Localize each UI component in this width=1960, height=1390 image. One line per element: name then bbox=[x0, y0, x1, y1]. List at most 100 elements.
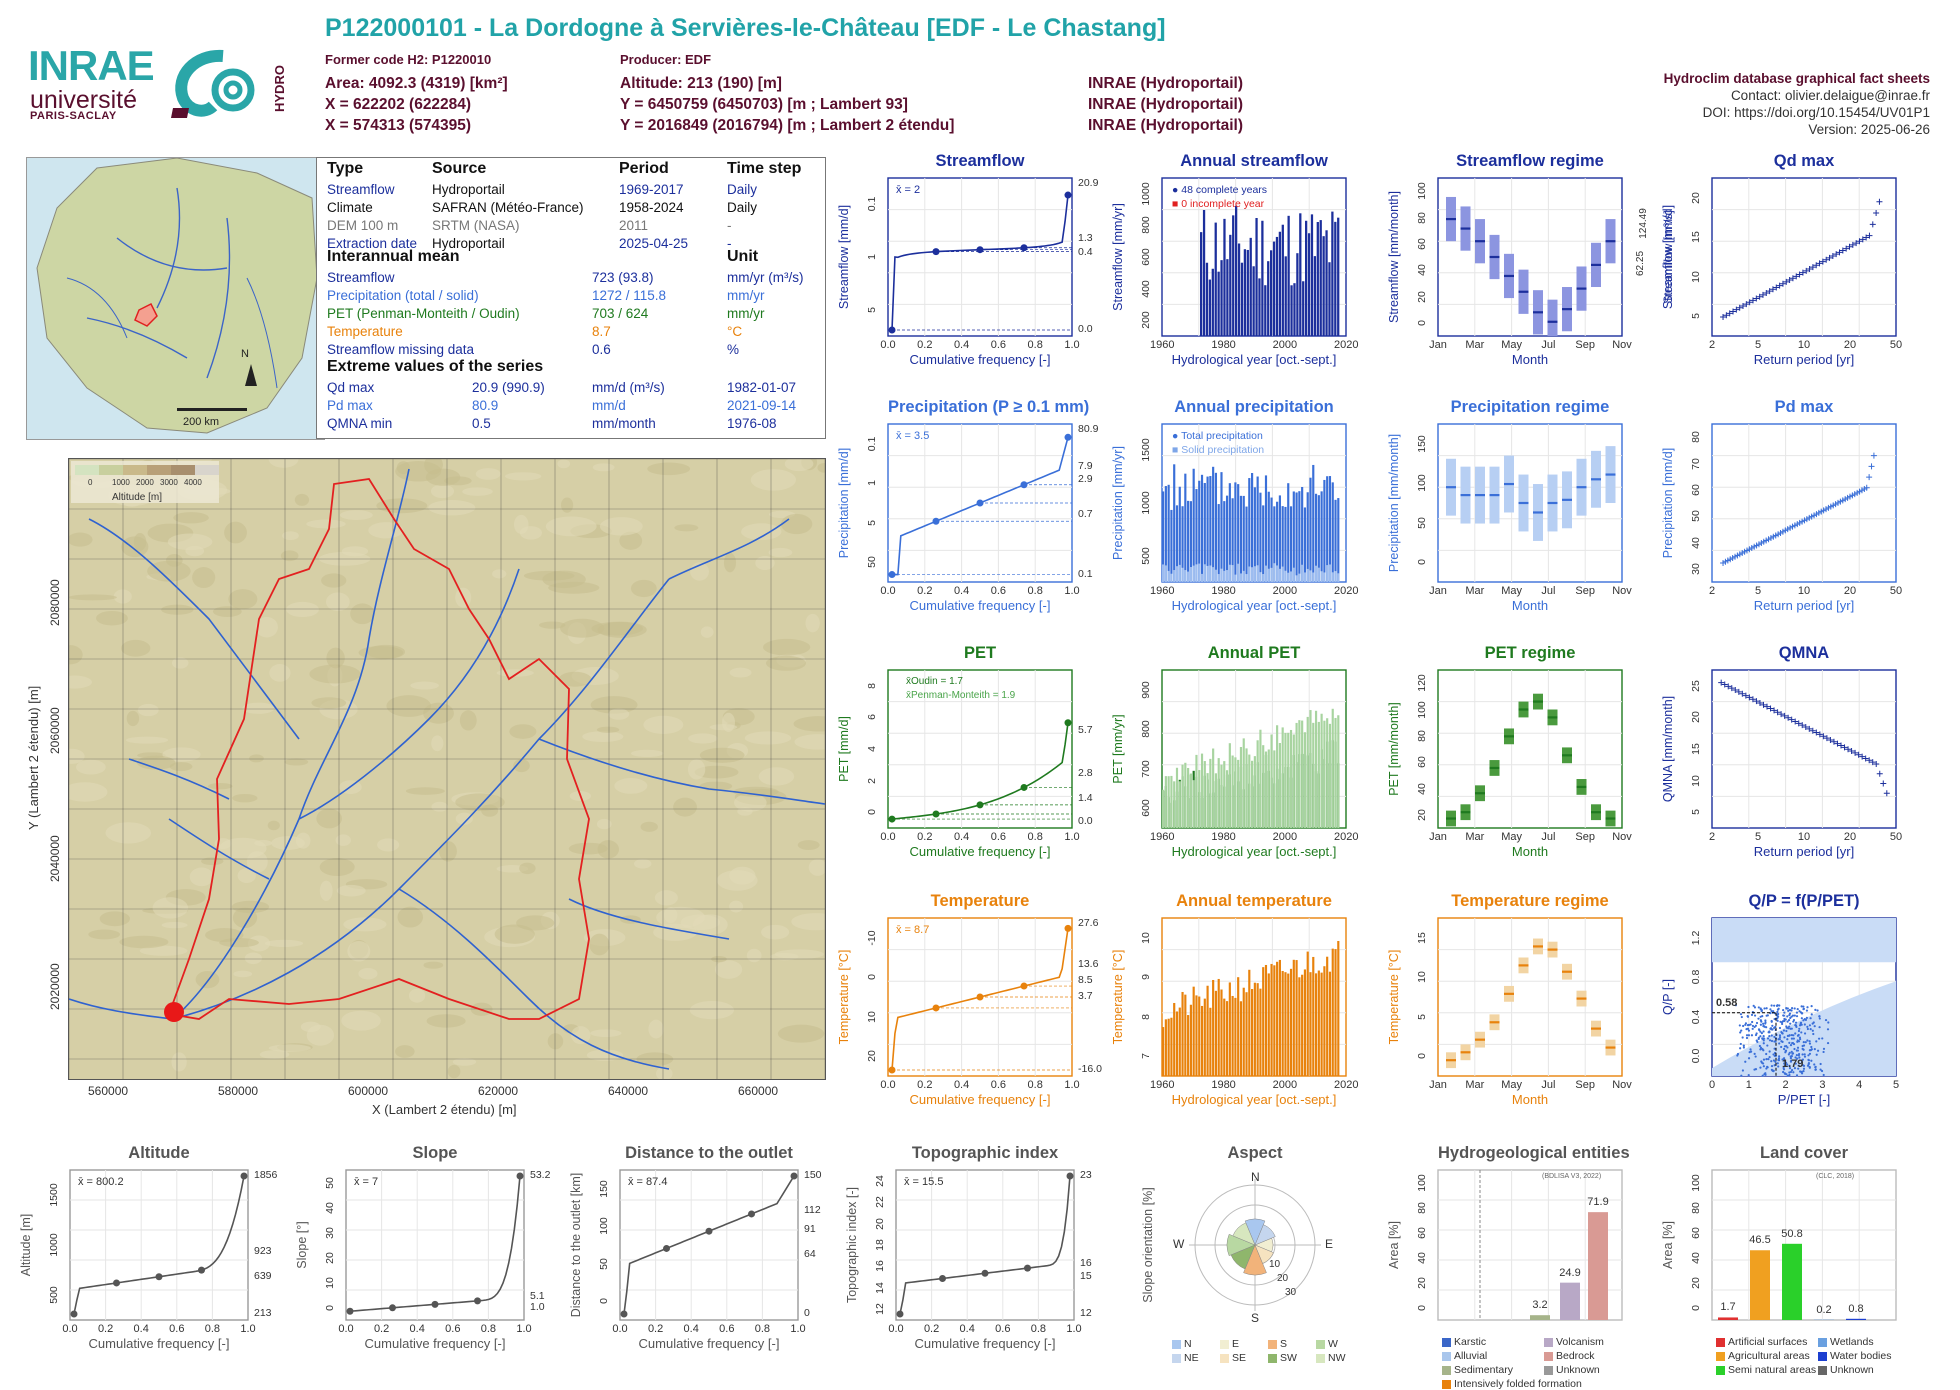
relief-patch bbox=[648, 1020, 663, 1039]
qp-ylabel: Q/P [-] bbox=[1661, 918, 1675, 1076]
streamflow_regime-xtick: Mar bbox=[1463, 339, 1487, 351]
qp-point bbox=[1782, 1032, 1784, 1034]
inter-label: Streamflow missing data bbox=[327, 342, 474, 357]
qp-point bbox=[1791, 1007, 1793, 1009]
annual_precipitation-bar bbox=[1307, 492, 1309, 582]
aspect-legend-item: S bbox=[1268, 1338, 1287, 1350]
bigmap-ytick: 2080000 bbox=[48, 579, 62, 626]
pd_max-ytick: 60 bbox=[1690, 484, 1702, 496]
relief-patch bbox=[69, 594, 117, 600]
qp-point bbox=[1760, 1016, 1762, 1018]
qp-point bbox=[1791, 1053, 1793, 1055]
topo-ytick: 14 bbox=[874, 1282, 886, 1294]
annual_streamflow-bar bbox=[1308, 233, 1310, 336]
qp-point bbox=[1803, 1041, 1805, 1043]
qp-point bbox=[1819, 1017, 1821, 1019]
doi[interactable]: DOI: https://doi.org/10.15454/UV01P1 bbox=[1664, 104, 1930, 121]
annual_streamflow-bar bbox=[1264, 285, 1266, 336]
annual_pet-bar-2 bbox=[1181, 765, 1183, 828]
relief-patch bbox=[377, 838, 399, 851]
annual_precipitation-bar-2 bbox=[1220, 569, 1222, 582]
qp-point bbox=[1816, 1009, 1818, 1011]
streamflow_regime-xtick: Jan bbox=[1426, 339, 1450, 351]
annual_pet-bar-2 bbox=[1248, 755, 1250, 828]
annual_precipitation-bar-2 bbox=[1293, 568, 1295, 582]
hydro-logo-icon bbox=[165, 48, 275, 120]
aspect-ring-label: 30 bbox=[1285, 1287, 1296, 1298]
scale-label: 200 km bbox=[183, 416, 219, 428]
temperature-xtick: 0.2 bbox=[913, 1079, 937, 1091]
qp-ytick: 0.8 bbox=[1690, 970, 1702, 985]
relief-patch bbox=[340, 510, 373, 520]
qp-point bbox=[1788, 1042, 1790, 1044]
precipitation-title: Precipitation (P ≥ 0.1 mm) bbox=[888, 398, 1072, 417]
relief-patch bbox=[347, 941, 370, 962]
altitude-legend-swatch bbox=[123, 465, 147, 475]
page-title: P122000101 - La Dordogne à Servières-le-… bbox=[325, 14, 1166, 43]
qp-point bbox=[1796, 1074, 1798, 1076]
bigmap-ylabel: Y (Lambert 2 étendu) [m] bbox=[26, 686, 41, 830]
annual_pet-bar-2 bbox=[1190, 774, 1192, 828]
contact[interactable]: Contact: olivier.delaigue@inrae.fr bbox=[1664, 87, 1930, 104]
qp-point bbox=[1802, 1070, 1804, 1072]
streamflow_regime-xtick: Jul bbox=[1536, 339, 1560, 351]
pet_regime-ytick: 20 bbox=[1416, 809, 1428, 821]
annual_streamflow-bar bbox=[1282, 225, 1284, 336]
altitude-xtick: 1.0 bbox=[236, 1323, 260, 1335]
pet-xlabel: Cumulative frequency [-] bbox=[888, 844, 1072, 859]
annual_temperature-bar bbox=[1284, 972, 1286, 1076]
aspect-ylabel: Slope orientation [%] bbox=[1141, 1170, 1155, 1320]
annual_pet-bar-2 bbox=[1337, 715, 1339, 828]
qd_max-title: Qd max bbox=[1712, 152, 1896, 171]
annual_pet-bar-2 bbox=[1257, 740, 1259, 828]
annual_temperature-xlabel: Hydrological year [oct.-sept.] bbox=[1162, 1092, 1346, 1107]
qp-point bbox=[1755, 1055, 1757, 1057]
annual_temperature-bar bbox=[1259, 989, 1261, 1076]
annual_precipitation-ylabel: Precipitation [mm/yr] bbox=[1111, 424, 1125, 582]
annual_precipitation-bar bbox=[1170, 510, 1172, 582]
annual_precipitation-bar-2 bbox=[1318, 568, 1320, 582]
relief-patch bbox=[196, 971, 220, 988]
pd_max-xtick: 5 bbox=[1746, 585, 1770, 597]
qp-point bbox=[1763, 1037, 1765, 1039]
temperature_regime-xtick: Mar bbox=[1463, 1079, 1487, 1091]
streamflow-xlabel: Cumulative frequency [-] bbox=[888, 352, 1072, 367]
altitude-legend-swatch bbox=[147, 465, 171, 475]
annual_streamflow-bar bbox=[1276, 237, 1278, 336]
annual_pet-bar-2 bbox=[1184, 763, 1186, 828]
relief-patch bbox=[265, 940, 303, 947]
relief-patch bbox=[548, 1033, 564, 1049]
precipitation-plot bbox=[888, 424, 1072, 582]
qp-point bbox=[1794, 1032, 1796, 1034]
topo-quantile-point bbox=[897, 1311, 904, 1318]
annual_precipitation-legend-1: ● Total precipitation bbox=[1172, 430, 1263, 442]
relief-patch bbox=[775, 949, 824, 959]
relief-patch bbox=[309, 665, 360, 684]
qp-point bbox=[1800, 1022, 1802, 1024]
altitude-xlabel: Cumulative frequency [-] bbox=[70, 1336, 248, 1351]
precipitation-ytick: 0.1 bbox=[866, 436, 878, 451]
altitude-xtick: 0.4 bbox=[129, 1323, 153, 1335]
qp-point bbox=[1742, 1036, 1744, 1038]
y-lambert93: Y = 6450759 (6450703) [m ; Lambert 93] bbox=[620, 96, 908, 114]
landcover-frame bbox=[1712, 1170, 1896, 1320]
annual_pet-bar-2 bbox=[1195, 755, 1197, 828]
relief-patch bbox=[286, 602, 319, 617]
qp-point bbox=[1751, 1021, 1753, 1023]
annual_streamflow-bar bbox=[1209, 280, 1211, 336]
qd_max-xtick: 10 bbox=[1792, 339, 1816, 351]
annual_precipitation-bar bbox=[1332, 482, 1334, 582]
annual_temperature-bar bbox=[1268, 973, 1270, 1076]
aspect-plot bbox=[1166, 1170, 1344, 1320]
relief-patch bbox=[656, 907, 705, 928]
qp-point bbox=[1790, 1044, 1792, 1046]
topo-right-tick: 23 bbox=[1080, 1169, 1092, 1181]
relief-patch bbox=[232, 794, 257, 802]
temperature_regime-ytick: 10 bbox=[1416, 971, 1428, 983]
extreme-date: 2021-09-14 bbox=[727, 398, 796, 413]
annual_temperature-bar bbox=[1309, 972, 1311, 1076]
qp-xtick: 3 bbox=[1810, 1079, 1834, 1091]
coord-source-3: INRAE (Hydroportail) bbox=[1088, 117, 1243, 135]
